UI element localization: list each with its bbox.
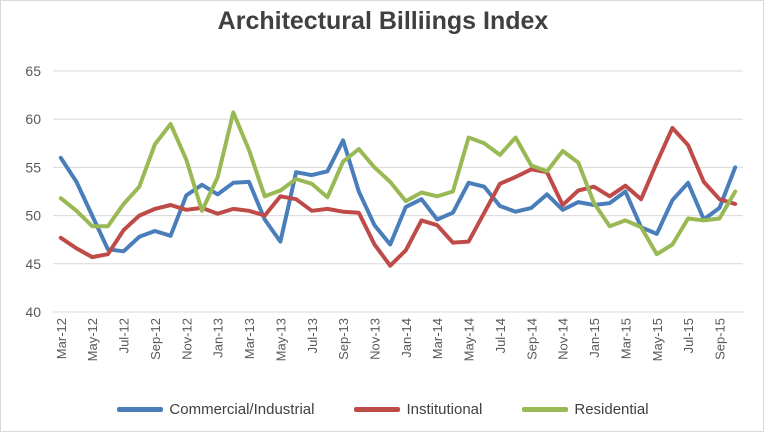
x-tick-label: Nov-12: [179, 318, 194, 360]
legend-item-residential: Residential: [522, 401, 649, 418]
legend-swatch-institutional: [354, 407, 401, 412]
legend-label-residential: Residential: [574, 401, 649, 418]
x-tick-label: Jul-15: [681, 318, 696, 353]
x-tick-label: Sep-14: [524, 318, 539, 360]
x-tick-label: Jul-13: [305, 318, 320, 353]
x-tick-label: Sep-13: [336, 318, 351, 360]
series-line-institutional: [58, 125, 738, 268]
x-tick-label: Nov-14: [556, 318, 571, 360]
y-tick-label: 50: [25, 208, 41, 224]
x-tick-label: Mar-12: [54, 318, 69, 359]
x-tick-label: Nov-13: [367, 318, 382, 360]
x-tick-label: May-14: [462, 318, 477, 361]
legend-label-institutional: Institutional: [406, 401, 483, 418]
y-tick-label: 55: [25, 159, 41, 175]
y-tick-label: 60: [25, 111, 41, 127]
x-tick-label: May-12: [85, 318, 100, 361]
series-line-commercial-industrial: [58, 138, 738, 254]
series-line-residential: [58, 110, 738, 257]
x-tick-label: May-13: [273, 318, 288, 361]
x-tick-label: Mar-13: [242, 318, 257, 359]
x-tick-label: Jan-13: [211, 318, 226, 358]
x-tick-label: Jan-14: [399, 318, 414, 358]
legend-item-institutional: Institutional: [354, 401, 482, 418]
x-tick-label: Jul-12: [117, 318, 132, 353]
x-tick-label: Sep-15: [712, 318, 727, 360]
chart-legend: Commercial/Industrial Institutional Resi…: [1, 401, 764, 418]
legend-swatch-residential: [522, 407, 569, 412]
x-tick-label: Jan-15: [587, 318, 602, 358]
y-tick-label: 40: [25, 304, 41, 320]
x-tick-label: Mar-15: [618, 318, 633, 359]
legend-label-commercial-industrial: Commercial/Industrial: [169, 401, 315, 418]
chart-title: Architectural Billiings Index: [217, 7, 549, 35]
y-tick-label: 45: [25, 256, 41, 272]
x-tick-label: Mar-14: [430, 318, 445, 359]
x-tick-label: Sep-12: [148, 318, 163, 360]
legend-swatch-commercial-industrial: [117, 407, 164, 412]
x-tick-label: Jul-14: [493, 318, 508, 353]
x-tick-label: May-15: [650, 318, 665, 361]
y-tick-label: 65: [25, 63, 41, 79]
legend-item-commercial-industrial: Commercial/Industrial: [117, 401, 314, 418]
